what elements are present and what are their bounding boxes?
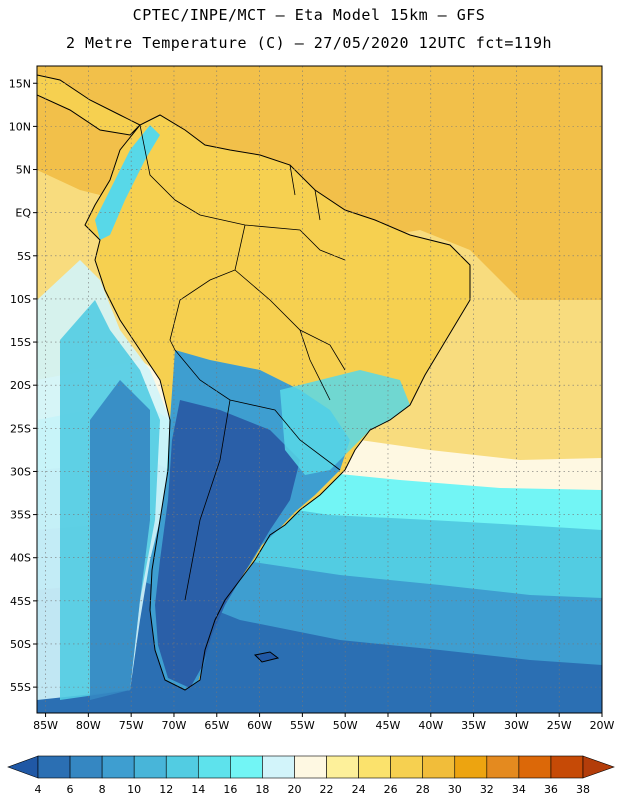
lat-tick-label: 55S: [10, 681, 31, 694]
colorbar-swatch: [454, 755, 488, 779]
lon-tick-label: 75W: [119, 719, 144, 732]
hot-north-band: [37, 66, 602, 300]
colorbar-label: 10: [127, 783, 141, 796]
lat-tick-label: 35S: [10, 509, 31, 522]
lat-tick-label: 15S: [10, 336, 31, 349]
lon-tick-label: 45W: [376, 719, 401, 732]
colorbar-swatch: [422, 755, 456, 779]
lon-tick-label: 40W: [418, 719, 443, 732]
lat-tick-label: 5N: [16, 164, 31, 177]
colorbar-label: 18: [255, 783, 269, 796]
lon-tick-label: 70W: [162, 719, 187, 732]
andes-cold-strip: [95, 125, 160, 240]
colorbar-swatch: [133, 755, 167, 779]
lat-tick-label: 40S: [10, 552, 31, 565]
colorbar-label: 34: [512, 783, 526, 796]
colorbar-labels: 4 6 8 10 12 14 16 18 20 22 24 26 28 30 32 34 36 38: [35, 783, 591, 796]
map-frame: [36, 65, 603, 714]
colorbar-swatch: [69, 755, 103, 779]
colorbar-label: 22: [320, 783, 334, 796]
lat-tick-label: 20S: [10, 379, 31, 392]
falklands-islands: [253, 651, 280, 663]
lat-tick-label: 25S: [10, 422, 31, 435]
colorbar-label: 28: [416, 783, 430, 796]
continent-coastline: [84, 114, 471, 691]
lon-tick-label: 60W: [247, 719, 272, 732]
colorbar-swatch: [197, 755, 231, 779]
colorbar: [7, 755, 615, 779]
colorbar-label: 30: [448, 783, 462, 796]
lat-tick-label: 10S: [10, 293, 31, 306]
colorbar-max-arrow: [582, 755, 615, 779]
colorbar-label: 38: [576, 783, 590, 796]
colorbar-label: 24: [352, 783, 366, 796]
colorbar-swatch: [165, 755, 199, 779]
longitude-axis: 85W 80W 75W 70W 65W 60W 55W 50W 45W 40W 35W 30W 25W 2…: [33, 713, 615, 732]
central-america-land: [37, 75, 140, 135]
colorbar-swatch: [101, 755, 135, 779]
lon-tick-label: 20W: [590, 719, 615, 732]
colorbar-min-arrow: [7, 755, 39, 779]
colorbar-label: 4: [35, 783, 42, 796]
colorbar-swatch: [326, 755, 359, 779]
colorbar-label: 20: [287, 783, 301, 796]
title-line-1: CPTEC/INPE/MCT – Eta Model 15km – GFS: [132, 6, 486, 24]
colorbar-swatch: [518, 755, 552, 779]
lat-tick-label: 45S: [10, 595, 31, 608]
lon-tick-label: 35W: [461, 719, 486, 732]
colorbar-swatch: [486, 755, 520, 779]
lon-tick-label: 50W: [333, 719, 358, 732]
lon-tick-label: 30W: [504, 719, 529, 732]
lon-tick-label: 55W: [290, 719, 315, 732]
lat-tick-label: 50S: [10, 638, 31, 651]
colorbar-label: 8: [99, 783, 106, 796]
colorbar-swatch: [294, 755, 327, 779]
colorbar-label: 6: [67, 783, 74, 796]
lon-tick-label: 65W: [204, 719, 229, 732]
colorbar-swatch: [230, 755, 263, 779]
lat-tick-label: 30S: [10, 465, 31, 478]
lat-tick-label: 15N: [9, 77, 31, 90]
lat-tick-label: 5S: [17, 250, 31, 263]
colorbar-label: 16: [223, 783, 237, 796]
colorbar-swatch: [37, 755, 71, 779]
lat-tick-label: EQ: [15, 207, 31, 220]
colorbar-swatch: [390, 755, 424, 779]
colorbar-swatch: [550, 755, 584, 779]
colorbar-label: 12: [159, 783, 173, 796]
latitude-axis: 15N 10N 5N EQ 5S 10S 15S 20S 25S 30S 35S 40S 45S 50S 5…: [9, 77, 37, 694]
lon-tick-label: 80W: [76, 719, 101, 732]
country-borders: [139, 124, 346, 601]
colorbar-label: 36: [544, 783, 558, 796]
colorbar-swatch: [358, 755, 391, 779]
colorbar-label: 14: [191, 783, 205, 796]
colorbar-swatch: [262, 755, 295, 779]
colorbar-label: 32: [480, 783, 494, 796]
title-line-2: 2 Metre Temperature (C) – 27/05/2020 12U…: [65, 34, 553, 52]
lat-tick-label: 10N: [9, 120, 31, 133]
colorbar-label: 26: [384, 783, 398, 796]
lon-tick-label: 25W: [547, 719, 572, 732]
pacific-colder: [90, 380, 150, 700]
lon-tick-label: 85W: [33, 719, 58, 732]
map-field: [37, 66, 602, 713]
very-cold-south-land: [155, 400, 300, 688]
